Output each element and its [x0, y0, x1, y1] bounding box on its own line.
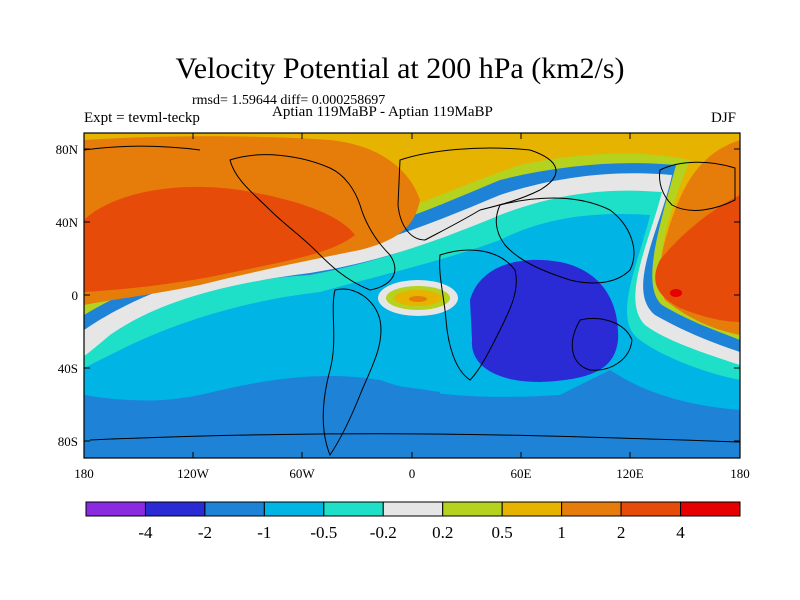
colorbar-swatch	[680, 501, 741, 517]
x-label-60w: 60W	[289, 466, 315, 481]
colorbar-label: 0.5	[492, 523, 513, 542]
colorbar-label: -4	[138, 523, 153, 542]
stats-line: rmsd= 1.59644 diff= 0.000258697	[192, 93, 386, 108]
contour-field	[84, 133, 740, 458]
y-label-80s: 80S	[58, 434, 78, 449]
colorbar-swatch	[263, 501, 325, 517]
colorbar-swatch	[442, 501, 503, 517]
band-redorange-west	[84, 186, 355, 292]
colorbar-swatch	[323, 501, 384, 517]
colorbar-label: 0.2	[432, 523, 453, 542]
x-label-60e: 60E	[511, 466, 532, 481]
season-label: DJF	[711, 110, 737, 126]
colorbar-label: 4	[676, 523, 685, 542]
colorbar-label: -2	[198, 523, 212, 542]
colorbar-swatch	[620, 501, 682, 517]
x-label-0: 0	[409, 466, 416, 481]
colorbar-label: 2	[617, 523, 626, 542]
colorbar-swatch	[144, 501, 206, 517]
x-label-120w: 120W	[177, 466, 210, 481]
colorbar-swatch	[85, 501, 146, 517]
colorbar-swatch	[204, 501, 265, 517]
y-label-0: 0	[72, 288, 79, 303]
island-orange	[409, 296, 427, 302]
colorbar-label: -1	[257, 523, 271, 542]
y-label-40s: 40S	[58, 361, 78, 376]
colorbar	[85, 501, 741, 517]
plot-title: Velocity Potential at 200 hPa (km2/s)	[175, 52, 625, 85]
x-label-180-east: 180	[730, 466, 750, 481]
y-label-40n: 40N	[56, 215, 79, 230]
x-label-120e: 120E	[616, 466, 644, 481]
x-label-180-west: 180	[74, 466, 94, 481]
colorbar-labels: -4 -2 -1 -0.5 -0.2 0.2 0.5 1 2 4	[138, 523, 685, 542]
coastlines	[84, 145, 740, 457]
y-label-80n: 80N	[56, 142, 79, 157]
experiment-label: Expt = tevml-teckp	[84, 110, 200, 126]
subtitle: Aptian 119MaBP - Aptian 119MaBP	[272, 104, 493, 120]
colorbar-swatch	[382, 501, 444, 517]
band-red-core	[670, 289, 682, 297]
y-ticks	[84, 148, 740, 442]
band-darkblue	[470, 259, 619, 382]
x-ticks	[83, 133, 741, 458]
colorbar-label: -0.5	[310, 523, 337, 542]
colorbar-label: 1	[557, 523, 566, 542]
colorbar-label: -0.2	[370, 523, 397, 542]
colorbar-swatch	[501, 501, 563, 517]
colorbar-swatch	[561, 501, 622, 517]
